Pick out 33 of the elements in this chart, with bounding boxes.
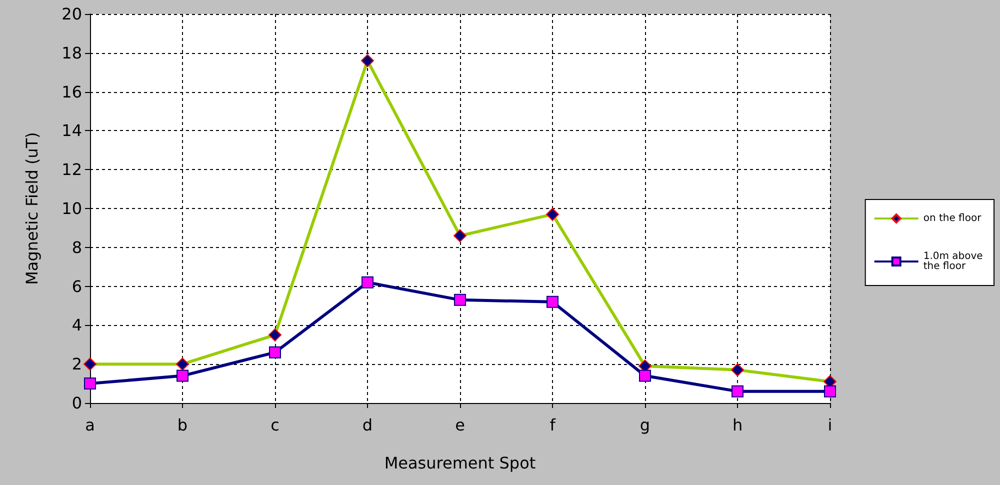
y-tick-label: 20 [62,4,82,24]
y-tick-label: 6 [72,276,82,296]
point [546,296,558,308]
x-tick-label: b [177,416,188,434]
x-tick-label: i [828,416,832,434]
y-tick-label: 12 [62,160,82,180]
y-tick-label: 14 [62,121,82,140]
y-tick-label: 8 [72,238,82,257]
point [269,346,281,358]
y-tick-label: 18 [62,43,82,62]
y-tick-label: 10 [62,199,82,218]
x-tick-label: a [85,416,95,434]
point [824,385,836,398]
y-axis-title: Magnetic Field (uT) [22,132,42,285]
point [84,378,96,390]
x-tick-label: f [550,416,556,434]
y-tick-label: 2 [72,354,82,374]
y-tick-label: 0 [72,394,82,412]
y-tick-label: 16 [62,82,82,102]
y-tick-label: 4 [72,316,82,335]
x-tick-label: e [455,416,465,434]
point [176,370,188,382]
point [732,385,744,398]
legend-label: 1.0m above the floor [923,251,986,272]
legend-label: on the floor [923,213,982,224]
point [454,294,466,306]
point [362,276,374,288]
point [639,370,651,382]
x-tick-label: d [362,416,373,434]
x-tick-label: h [732,416,743,434]
x-axis-title: Measurement Spot [384,454,536,472]
x-tick-label: c [270,416,280,434]
x-tick-label: g [640,416,650,434]
